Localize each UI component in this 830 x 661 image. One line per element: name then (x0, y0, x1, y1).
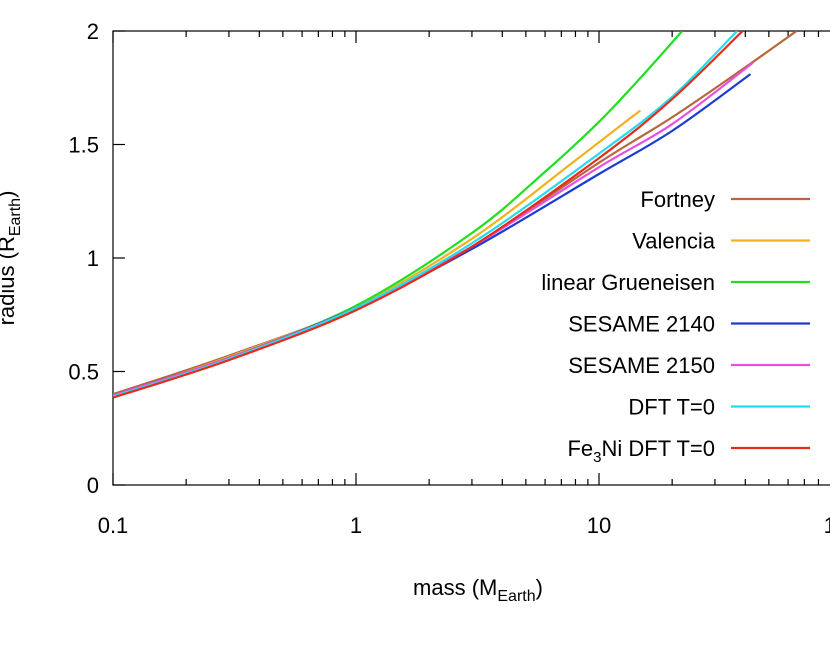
legend: Fortney Valencia linear Grueneisen SESAME 2… (541, 187, 810, 466)
legend-label-7: Fe3Ni DFT T=0 (567, 436, 715, 466)
axis-ticks (112, 30, 820, 486)
y-tick-label: 1.5 (68, 133, 99, 158)
legend-label-1: Fortney (640, 187, 715, 212)
y-axis-label-close: ) (0, 191, 19, 198)
x-tick-label: 100 (824, 513, 830, 538)
legend-label-2: Valencia (632, 229, 716, 254)
x-axis-label-close: ) (536, 575, 543, 600)
y-axis-label-main: radius (R (0, 236, 19, 325)
y-tick-label: 1 (87, 246, 99, 271)
series-group (113, 31, 798, 399)
legend-label-rest: Ni DFT T=0 (602, 436, 716, 461)
series-line-6 (113, 31, 738, 398)
y-axis-label-sub: Earth (7, 198, 24, 236)
axis-tick-labels: 0.1 1 10 100 0 0.5 1 1.5 2 (68, 19, 830, 538)
x-tick-label: 0.1 (98, 513, 129, 538)
y-tick-label: 2 (87, 19, 99, 44)
series-line-7 (113, 31, 744, 399)
legend-label-5: SESAME 2150 (568, 353, 715, 378)
x-axis-label-sub: Earth (497, 588, 535, 605)
series-line-3 (113, 31, 684, 398)
plot-frame (112, 30, 830, 486)
y-tick-label: 0 (87, 473, 99, 498)
legend-label-6: DFT T=0 (628, 395, 715, 420)
y-axis-label: radius (REarth) (0, 191, 24, 326)
x-tick-label: 10 (587, 513, 611, 538)
legend-label-4: SESAME 2140 (568, 312, 715, 337)
legend-label-3: linear Grueneisen (541, 270, 715, 295)
legend-label-main: Fe (567, 436, 593, 461)
series-line-1 (113, 31, 798, 396)
series-line-2 (113, 109, 642, 398)
x-axis-label: mass (MEarth) (413, 575, 543, 605)
x-axis-label-main: mass (M (413, 575, 497, 600)
legend-label-sub: 3 (593, 449, 601, 466)
y-tick-label: 0.5 (68, 360, 99, 385)
x-tick-label: 1 (350, 513, 362, 538)
